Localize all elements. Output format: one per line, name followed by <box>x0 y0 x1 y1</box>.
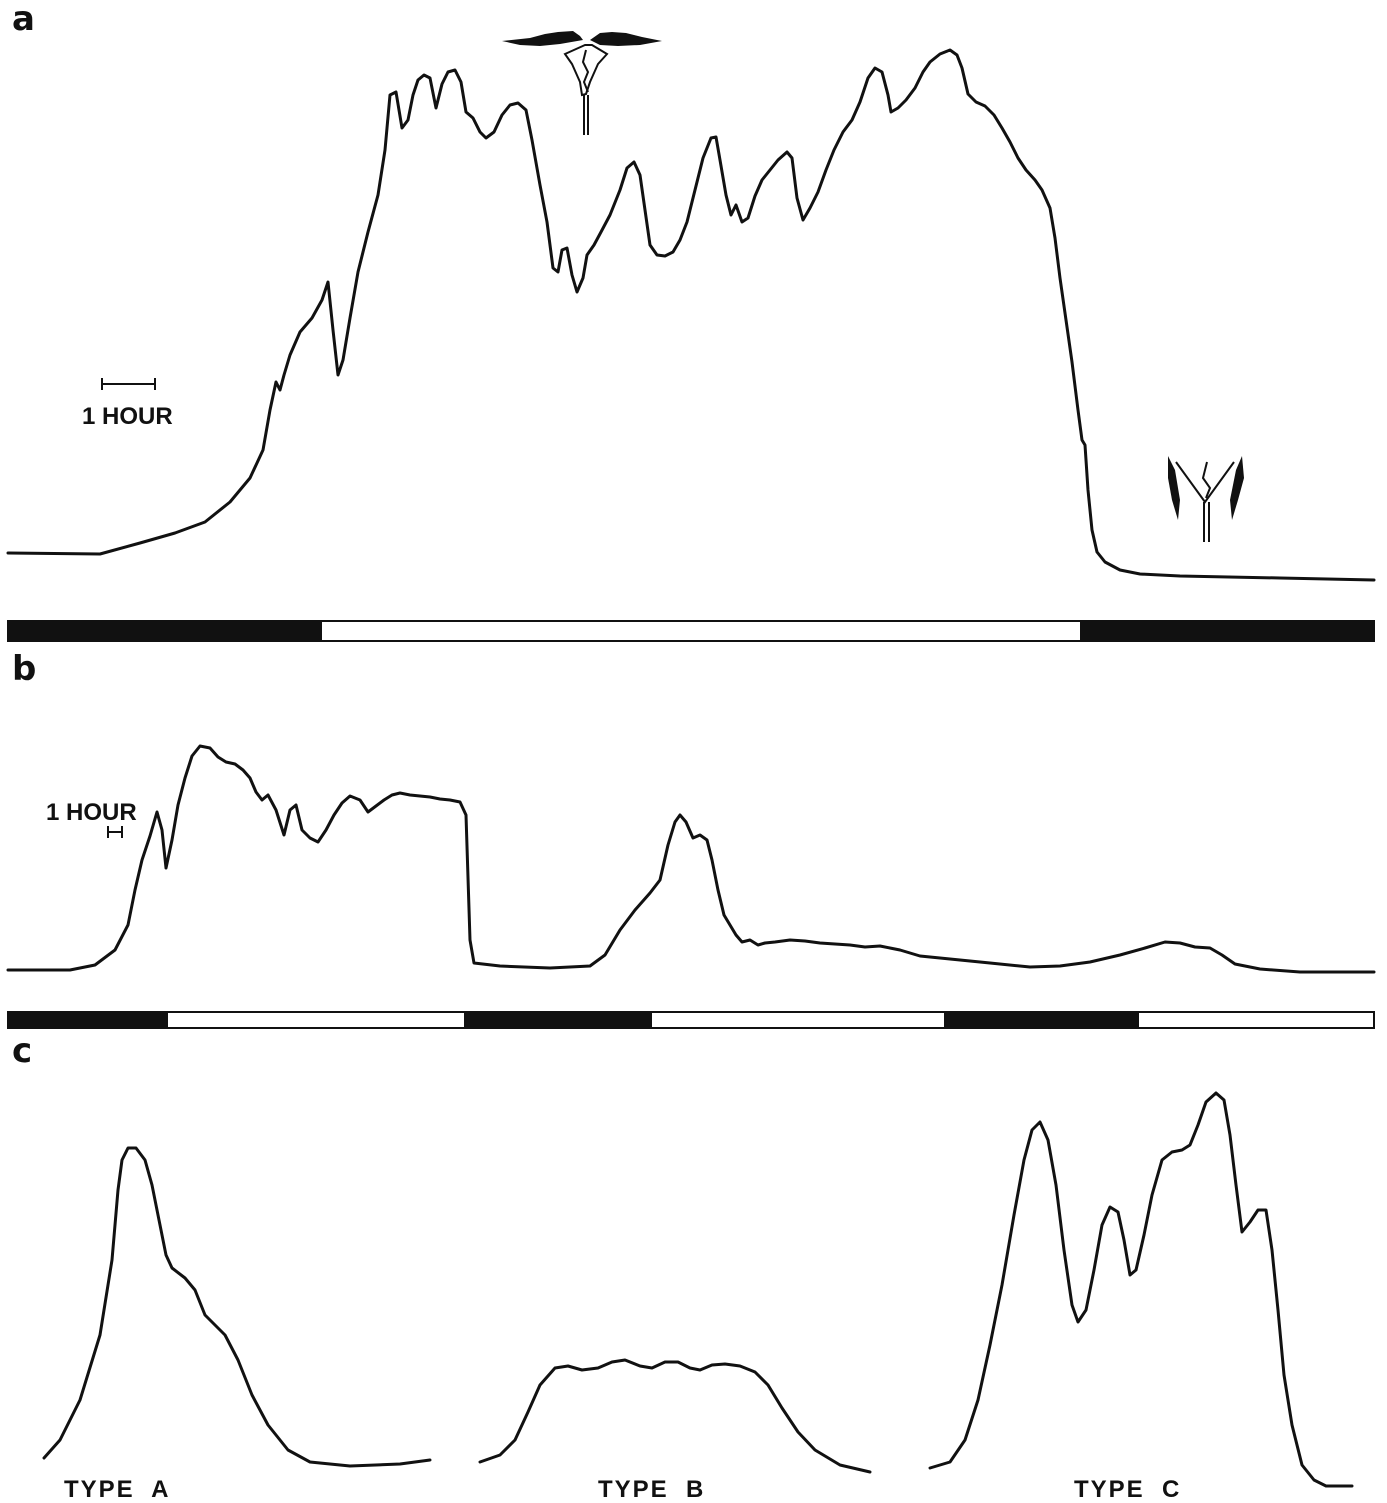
type-a-label: TYPE A <box>64 1476 170 1503</box>
panel-c-label: c <box>12 1031 32 1071</box>
scale-label-b: 1 HOUR <box>46 799 137 826</box>
type-c-label: TYPE C <box>1074 1476 1181 1503</box>
trace-type-a <box>42 1146 432 1468</box>
trace-type-c <box>928 1091 1354 1488</box>
type-b-label: TYPE B <box>598 1476 705 1503</box>
scale-bar-b <box>107 826 123 838</box>
panel-a-label: a <box>12 0 35 39</box>
trace-type-b <box>478 1358 872 1474</box>
photoperiod-bar-b <box>7 1011 1375 1029</box>
scale-label-a: 1 HOUR <box>82 403 173 430</box>
trace-b <box>6 744 1376 974</box>
scale-bar-a <box>101 378 156 390</box>
photoperiod-bar-a <box>7 620 1375 642</box>
flower-open-icon <box>502 31 662 135</box>
panel-b-label: b <box>12 649 36 689</box>
flower-closed-icon <box>1168 456 1244 542</box>
trace-a <box>6 48 1376 582</box>
